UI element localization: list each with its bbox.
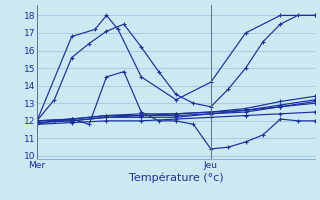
- X-axis label: Température (°c): Température (°c): [129, 173, 223, 183]
